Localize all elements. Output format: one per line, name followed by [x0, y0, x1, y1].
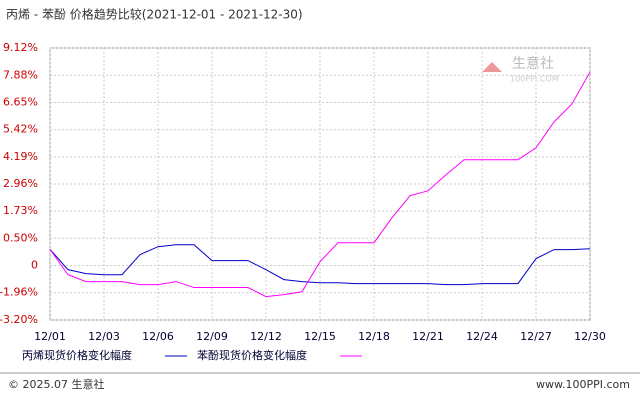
y-tick-label: -3.20% [0, 313, 38, 326]
watermark: 100PPI.COM [510, 75, 559, 84]
x-tick-label: 12/27 [520, 330, 552, 343]
y-tick-label: 0.50% [3, 231, 38, 244]
footer-right: www.100PPI.com [536, 378, 630, 391]
legend-label: 苯酚现货价格变化幅度 [197, 348, 307, 362]
footer-left: © 2025.07 生意社 [8, 377, 104, 391]
x-tick-label: 12/21 [412, 330, 444, 343]
y-tick-label: 6.65% [3, 96, 38, 109]
watermark-logo [482, 62, 502, 72]
series-line [49, 71, 591, 298]
watermark: 生意社 [512, 55, 554, 72]
y-tick-label: -1.96% [0, 286, 38, 299]
series-line [49, 244, 591, 286]
footer-bar [0, 372, 640, 374]
legend-label: 丙烯现货价格变化幅度 [22, 348, 132, 362]
x-tick-label: 12/18 [358, 330, 390, 343]
x-tick-label: 12/06 [142, 330, 174, 343]
y-tick-label: 9.12% [3, 41, 38, 54]
x-tick-label: 12/24 [466, 330, 498, 343]
y-tick-label: 5.42% [3, 123, 38, 136]
x-tick-label: 12/15 [304, 330, 336, 343]
y-tick-label: 1.73% [3, 204, 38, 217]
chart-title: 丙烯 - 苯酚 价格趋势比较(2021-12-01 - 2021-12-30) [6, 7, 303, 22]
x-tick-label: 12/30 [574, 330, 606, 343]
x-tick-label: 12/09 [196, 330, 228, 343]
y-tick-label: 7.88% [3, 68, 38, 81]
y-tick-label: 4.19% [3, 150, 38, 163]
x-tick-label: 12/12 [250, 330, 282, 343]
y-tick-label: 2.96% [3, 177, 38, 190]
y-tick-label: 0 [31, 258, 38, 271]
x-tick-label: 12/01 [34, 330, 66, 343]
x-tick-label: 12/03 [88, 330, 120, 343]
